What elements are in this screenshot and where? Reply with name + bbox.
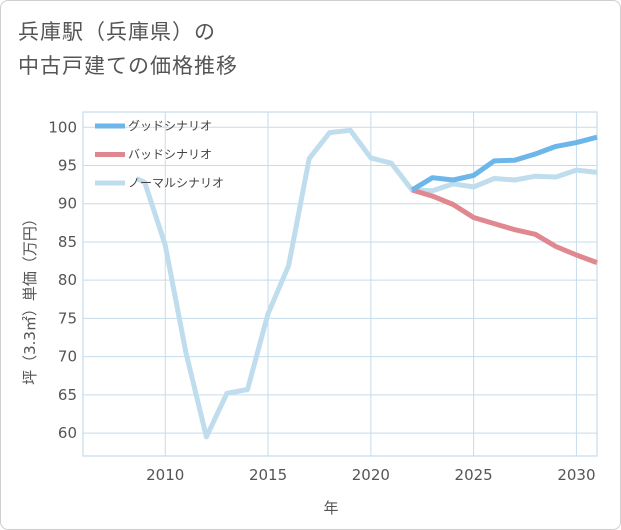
x-tick-label: 2015	[249, 466, 287, 484]
x-axis-label: 年	[323, 499, 338, 517]
series-lines	[135, 127, 598, 440]
x-tick-label: 2025	[455, 466, 493, 484]
series-line-good	[410, 134, 598, 193]
y-tick-label: 75	[58, 309, 77, 327]
y-axis-ticks: 60 65 70 75 80 85 90 95 100	[48, 118, 77, 442]
chart-title: 兵庫駅（兵庫県）の 中古戸建ての価格推移	[18, 15, 238, 83]
grid	[82, 111, 598, 457]
x-tick-label: 2030	[557, 466, 595, 484]
legend-label-good: グッドシナリオ	[128, 119, 212, 133]
plot-frame	[82, 111, 598, 457]
series-line-bad	[411, 187, 598, 265]
x-tick-label: 2020	[352, 466, 390, 484]
y-tick-label: 70	[58, 348, 77, 366]
y-tick-label: 80	[58, 271, 77, 289]
y-tick-label: 90	[58, 195, 77, 213]
chart-title-line2: 中古戸建ての価格推移	[18, 54, 238, 78]
legend-label-bad: バッドシナリオ	[128, 148, 212, 162]
x-axis-ticks: 2010 2015 2020 2025 2030	[146, 466, 595, 484]
chart-title-line1: 兵庫駅（兵庫県）の	[18, 20, 216, 44]
legend-label-normal: ノーマルシナリオ	[128, 176, 224, 190]
y-tick-label: 95	[58, 157, 77, 175]
y-tick-label: 60	[58, 424, 77, 442]
x-tick-label: 2010	[146, 466, 184, 484]
y-axis-label: 坪（3.3㎡）単価（万円）	[21, 211, 39, 385]
y-tick-label: 65	[58, 386, 77, 404]
y-tick-label: 100	[48, 118, 77, 136]
y-tick-label: 85	[58, 233, 77, 251]
series-line-normal	[135, 127, 598, 440]
